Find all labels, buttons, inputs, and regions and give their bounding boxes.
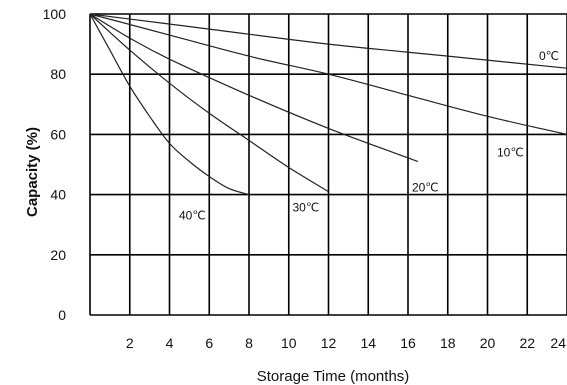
series-label-2: 20℃ [412, 180, 439, 194]
series-line-3 [89, 13, 329, 193]
x-tick-label: 16 [400, 335, 416, 351]
grid [89, 13, 567, 316]
series-line-1 [89, 13, 567, 135]
x-tick-label: 10 [281, 335, 297, 351]
y-tick-label: 20 [50, 247, 66, 263]
x-axis-label: Storage Time (months) [257, 368, 410, 385]
series-line-4 [89, 13, 250, 196]
x-tick-label: 6 [205, 335, 213, 351]
x-tick-label: 2 [126, 335, 134, 351]
x-tick-labels: 2 4 6 8 10 12 14 16 18 20 22 24 [126, 335, 566, 351]
x-tick-label: 12 [321, 335, 337, 351]
series-label-1: 10℃ [497, 145, 524, 159]
series-line-0 [89, 13, 567, 69]
x-tick-label: 4 [166, 335, 174, 351]
series-labels: 0℃ 10℃ 20℃ 30℃ 40℃ [179, 49, 559, 222]
y-tick-label: 0 [58, 307, 66, 323]
y-tick-label: 80 [50, 66, 66, 82]
x-tick-label: 18 [440, 335, 456, 351]
y-tick-label: 40 [50, 187, 66, 203]
x-tick-label: 8 [245, 335, 253, 351]
x-tick-label: 20 [480, 335, 496, 351]
y-tick-labels: 0 20 40 60 80 100 [43, 6, 67, 323]
series-label-4: 40℃ [179, 209, 206, 223]
series-label-3: 30℃ [293, 201, 320, 215]
series-label-0: 0℃ [539, 49, 559, 63]
y-tick-label: 60 [50, 126, 66, 142]
series-line-2 [89, 13, 419, 163]
x-tick-label: 14 [360, 335, 376, 351]
series-curves [89, 13, 567, 196]
y-axis-label: Capacity (%) [24, 127, 41, 217]
x-tick-label: 24 [550, 335, 566, 351]
x-tick-label: 22 [519, 335, 535, 351]
y-tick-label: 100 [43, 6, 67, 22]
